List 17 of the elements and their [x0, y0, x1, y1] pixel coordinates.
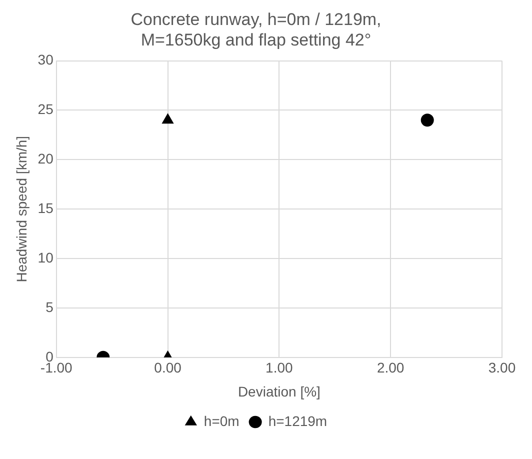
- x-axis-title: Deviation [%]: [238, 383, 320, 400]
- y-tick-label: 30: [38, 52, 54, 68]
- text: M=1650kg and flap setting 42°: [140, 30, 372, 50]
- y-tick-label: 0: [46, 348, 54, 364]
- x-tick-label: 0.00: [154, 360, 182, 376]
- y-tick-label: 15: [38, 200, 54, 216]
- legend-label: h=1219m: [268, 412, 328, 429]
- x-tick-label: 1.00: [266, 360, 294, 376]
- y-tick-label: 25: [38, 101, 54, 118]
- y-tick-label: 5: [46, 298, 54, 315]
- text: Concrete runway, h=0m / 1219m,: [130, 10, 382, 29]
- x-tick-label: 3.00: [488, 360, 516, 376]
- legend-label: h=0m: [204, 412, 240, 429]
- y-tick-label: 10: [38, 249, 54, 266]
- x-tick-label: 2.00: [376, 360, 404, 376]
- y-axis-title: Headwind speed [km/h]: [13, 136, 30, 282]
- y-tick-label: 20: [38, 150, 54, 167]
